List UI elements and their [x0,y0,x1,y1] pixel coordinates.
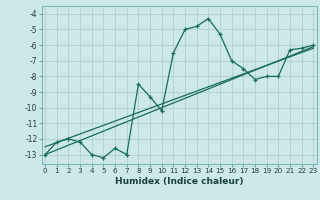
X-axis label: Humidex (Indice chaleur): Humidex (Indice chaleur) [115,177,244,186]
